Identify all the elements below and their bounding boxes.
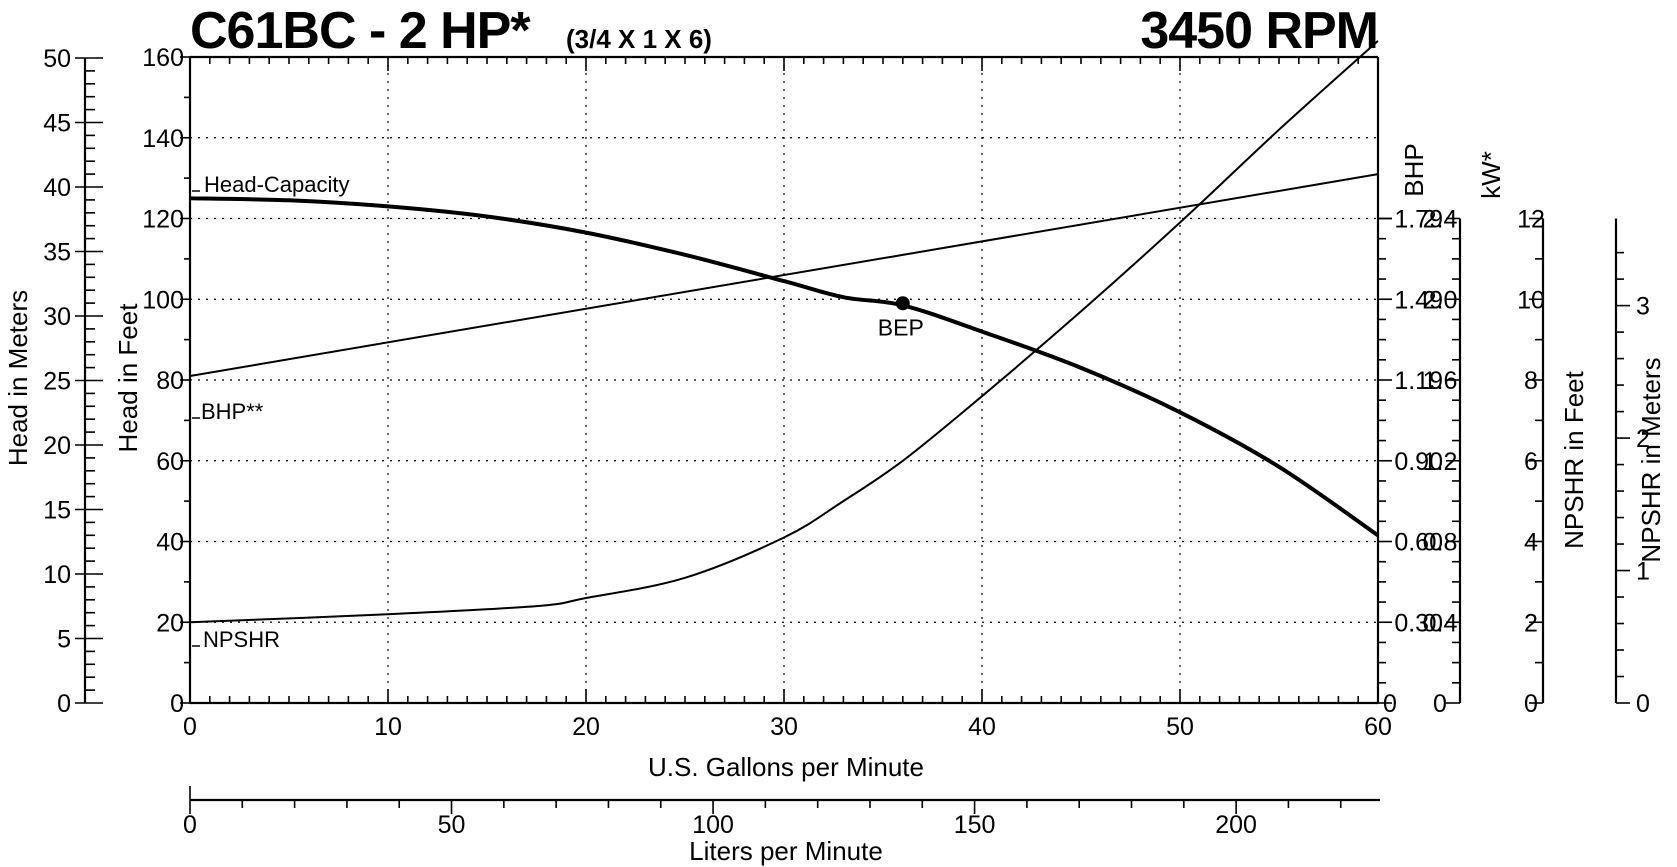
kw-tick-label: 1.19 [1394, 367, 1443, 395]
grid-lines [190, 57, 1378, 703]
y-feet-tick-label: 100 [142, 286, 184, 314]
x-tick-label: 20 [572, 713, 600, 741]
npshr-feet-tick-label: 4 [1524, 529, 1538, 557]
npshr-feet-tick-label: 2 [1524, 609, 1538, 637]
head-capacity-label: Head-Capacity [204, 172, 350, 197]
y-feet-tick-label: 160 [142, 44, 184, 72]
npshr-meters-tick-label: 2 [1636, 425, 1650, 453]
y-meters-tick-label: 15 [43, 497, 71, 525]
y-feet-axis-title: Head in Feet [113, 303, 143, 453]
y-meters-tick-label: 25 [43, 368, 71, 396]
y-meters-tick-label: 50 [43, 45, 71, 73]
x-axis-title: U.S. Gallons per Minute [648, 752, 924, 782]
x2-tick-label: 0 [183, 811, 197, 839]
kw-tick-label: 0 [1383, 690, 1397, 718]
y-feet-tick-label: 20 [156, 609, 184, 637]
x-tick-label: 10 [374, 713, 402, 741]
y-feet-tick-label: 120 [142, 206, 184, 234]
x2-tick-label: 100 [692, 811, 734, 839]
x2-tick-label: 50 [438, 811, 466, 839]
y-feet-tick-label: 140 [142, 125, 184, 153]
y-meters-axis-title: Head in Meters [3, 290, 33, 466]
kw-tick-label: 0.60 [1394, 529, 1443, 557]
bhp-curve [189, 173, 1379, 377]
y-meters-tick-label: 45 [43, 110, 71, 138]
kw-axis-title: kW* [1476, 151, 1506, 199]
chart-title: C61BC - 2 HP* [190, 2, 531, 60]
x-tick-label: 50 [1166, 713, 1194, 741]
kw-tick-label: 0.90 [1394, 448, 1443, 476]
head-capacity-curve [189, 196, 1380, 538]
bep-label: BEP [878, 314, 924, 340]
npshr-meters-tick-label: 0 [1636, 690, 1650, 718]
y-feet-tick-label: 0 [170, 690, 184, 718]
bhp-tick-label: 0.8 [1423, 529, 1458, 557]
npshr-feet-axis-title: NPSHR in Feet [1559, 370, 1589, 548]
y-meters-tick-label: 40 [43, 174, 71, 202]
bhp-tick-label: 1.6 [1423, 367, 1458, 395]
bhp-tick-label: 2.0 [1423, 286, 1458, 314]
npshr-feet-tick-label: 12 [1517, 206, 1545, 234]
x-tick-label: 30 [770, 713, 798, 741]
series-curves [189, 40, 1380, 624]
bhp-tick-label: 1.2 [1423, 448, 1458, 476]
chart-subtitle: (3/4 X 1 X 6) [566, 24, 712, 54]
y-feet-tick-label: 60 [156, 448, 184, 476]
npshr-feet-tick-label: 8 [1524, 367, 1538, 395]
x-tick-label: 0 [183, 713, 197, 741]
bhp-tick-label: 2.4 [1423, 206, 1458, 234]
npshr-meters-tick-label: 3 [1636, 293, 1650, 321]
y-feet-tick-label: 40 [156, 529, 184, 557]
y-feet-tick-label: 80 [156, 367, 184, 395]
bhp-tick-label: 0 [1433, 690, 1447, 718]
kw-tick-label: 1.49 [1394, 286, 1443, 314]
kw-tick-label: 1.79 [1394, 206, 1443, 234]
x-tick-label: 60 [1364, 713, 1392, 741]
y-meters-tick-label: 5 [57, 626, 71, 654]
y-meters-tick-label: 30 [43, 303, 71, 331]
bhp-axis-title: BHP [1399, 143, 1429, 196]
npshr-curve-label: NPSHR [203, 627, 280, 652]
npshr-feet-tick-label: 6 [1524, 448, 1538, 476]
y-meters-tick-label: 10 [43, 561, 71, 589]
bep-point [895, 296, 910, 311]
x2-tick-label: 200 [1215, 811, 1257, 839]
npshr-feet-tick-label: 10 [1517, 286, 1545, 314]
bhp-curve-label: BHP** [201, 399, 264, 424]
npshr-curve [189, 40, 1379, 624]
npshr-meters-axis-title: NPSHR in Meters [1636, 357, 1666, 562]
npshr-feet-tick-label: 0 [1524, 690, 1538, 718]
y-meters-tick-label: 0 [57, 690, 71, 718]
y-meters-tick-label: 20 [43, 432, 71, 460]
speed-label: 3450 RPM [1140, 2, 1378, 60]
curve-labels: BEP Head-Capacity BHP** NPSHR [192, 172, 924, 652]
npshr-meters-tick-label: 1 [1636, 558, 1650, 586]
kw-tick-label: 0.30 [1394, 609, 1443, 637]
bhp-tick-label: 0.4 [1423, 609, 1458, 637]
x2-axis-title: Liters per Minute [689, 836, 883, 866]
y-meters-tick-label: 35 [43, 239, 71, 267]
x2-tick-label: 150 [954, 811, 996, 839]
x-tick-label: 40 [968, 713, 996, 741]
